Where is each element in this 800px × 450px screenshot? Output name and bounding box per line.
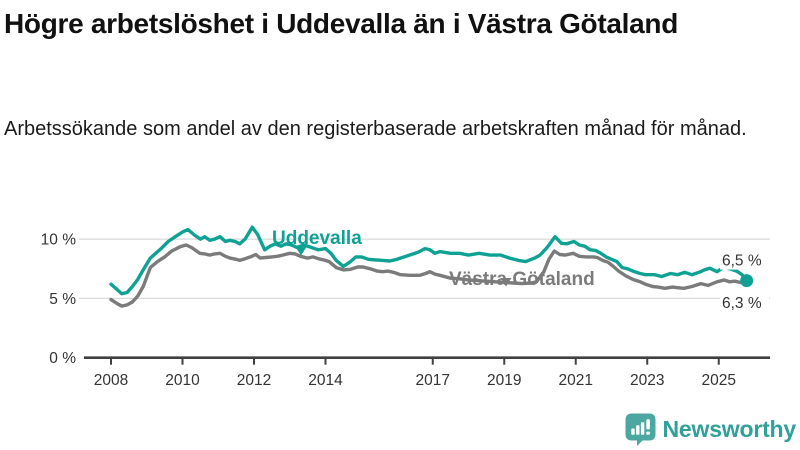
label-pointer-triangle <box>295 247 307 256</box>
newsworthy-chart-bubble-icon <box>625 413 656 446</box>
y-tick-label: 0 % <box>49 350 76 367</box>
chart-subtitle: Arbetssökande som andel av den registerb… <box>4 118 747 140</box>
y-tick-label: 5 % <box>49 291 76 308</box>
x-tick-label: 2017 <box>416 372 450 389</box>
series-end-dot <box>740 274 754 288</box>
series-label-västra-götaland: Västra Götaland <box>449 269 595 290</box>
x-tick-label: 2014 <box>308 372 343 389</box>
logo-bars-and-exclamation <box>630 419 650 435</box>
label-pointer-triangle <box>500 278 512 287</box>
x-tick-label: 2012 <box>237 372 271 389</box>
series-line-uddevalla <box>109 225 749 296</box>
x-tick-label: 2008 <box>94 372 128 389</box>
x-tick-label: 2010 <box>165 372 200 389</box>
series-end-value-label: 6,5 % <box>722 253 762 270</box>
x-tick-label: 2025 <box>702 372 736 389</box>
x-tick-label: 2021 <box>559 372 593 389</box>
end-label-bg <box>720 252 769 270</box>
y-tick-label: 10 % <box>41 232 77 249</box>
brand-footer: Newsworthy <box>625 413 796 446</box>
x-tick-label: 2019 <box>487 372 521 389</box>
chart-title: Högre arbetslöshet i Uddevalla än i Väst… <box>4 8 679 39</box>
brand-name: Newsworthy <box>662 416 797 442</box>
line-chart: 2008 2010 2012 2014 2017 2019 2021 2023 2025 0 % 5… <box>0 200 800 400</box>
line-chart-svg: 2008 2010 2012 2014 2017 2019 2021 2023 2025 0 % 5… <box>41 225 770 389</box>
series-end-value-label: 6,3 % <box>722 295 762 312</box>
x-tick-label: 2023 <box>630 372 664 389</box>
series-line-västra-götaland <box>109 243 749 308</box>
series-label-uddevalla: Uddevalla <box>272 228 362 249</box>
end-label-bg <box>720 294 769 312</box>
